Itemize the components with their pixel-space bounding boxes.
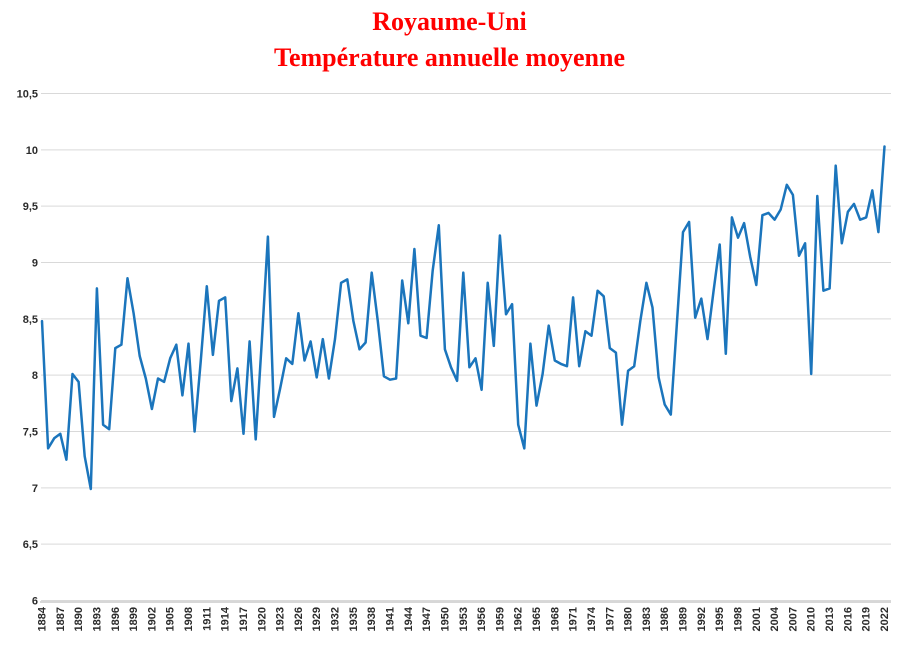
x-axis-tick-label: 1998 bbox=[732, 607, 744, 631]
x-axis-tick-label: 1929 bbox=[311, 607, 323, 631]
x-axis-tick-label: 1977 bbox=[604, 607, 616, 631]
y-axis-tick-label: 7 bbox=[32, 483, 38, 495]
x-axis-tick-label: 1959 bbox=[494, 607, 506, 631]
x-axis-tick-label: 1911 bbox=[201, 607, 213, 631]
x-axis-tick-label: 1965 bbox=[531, 607, 543, 631]
x-axis-tick-label: 1908 bbox=[183, 607, 195, 631]
x-axis-tick-label: 1896 bbox=[110, 607, 122, 631]
chart-title: Royaume-Uni Température annuelle moyenne bbox=[0, 4, 899, 76]
x-axis-tick-label: 1968 bbox=[549, 607, 561, 631]
chart-title-line1: Royaume-Uni bbox=[372, 7, 527, 36]
x-axis-tick-label: 1971 bbox=[568, 607, 580, 631]
x-axis-tick-label: 1923 bbox=[275, 607, 287, 631]
temperature-series-line bbox=[40, 145, 886, 491]
y-axis-tick-label: 6 bbox=[32, 596, 38, 608]
x-axis-tick-label: 1995 bbox=[714, 607, 726, 631]
chart-title-line2: Température annuelle moyenne bbox=[274, 43, 625, 72]
y-axis-tick-label: 9,5 bbox=[23, 201, 38, 213]
x-axis-tick-label: 2001 bbox=[751, 607, 763, 631]
y-axis-tick-label: 10 bbox=[26, 145, 38, 157]
x-axis-tick-label: 1962 bbox=[513, 607, 525, 631]
x-axis-tick-label: 1887 bbox=[55, 607, 67, 631]
y-axis-tick-label: 6,5 bbox=[23, 539, 38, 551]
x-axis-tick-label: 1986 bbox=[659, 607, 671, 631]
x-axis-tick-label: 2022 bbox=[879, 607, 891, 631]
x-axis-tick-label: 1983 bbox=[641, 607, 653, 631]
x-axis-tick-label: 1950 bbox=[439, 607, 451, 631]
x-axis-tick-label: 1884 bbox=[37, 606, 49, 631]
x-axis-tick-label: 1992 bbox=[696, 607, 708, 631]
x-axis-tick-label: 1944 bbox=[403, 606, 415, 631]
x-axis-tick-label: 2013 bbox=[824, 607, 836, 631]
x-axis-tick-label: 2010 bbox=[806, 607, 818, 631]
x-axis-tick-label: 1947 bbox=[421, 607, 433, 631]
x-axis-tick-label: 1905 bbox=[165, 607, 177, 631]
x-axis-tick-label: 2007 bbox=[787, 607, 799, 631]
x-axis-tick-label: 1920 bbox=[256, 607, 268, 631]
x-axis-tick-label: 1926 bbox=[293, 607, 305, 631]
y-axis-tick-label: 7,5 bbox=[23, 427, 38, 439]
x-axis-tick-label: 2019 bbox=[861, 607, 873, 631]
y-axis-tick-label: 8 bbox=[32, 370, 38, 382]
x-axis-tick-label: 1917 bbox=[238, 607, 250, 631]
x-axis-tick-label: 1902 bbox=[146, 607, 158, 631]
x-axis-tick-label: 2016 bbox=[842, 607, 854, 631]
x-axis-tick-label: 1980 bbox=[623, 607, 635, 631]
x-axis-tick-label: 1932 bbox=[330, 607, 342, 631]
x-axis-tick-label: 1938 bbox=[366, 607, 378, 631]
x-axis-tick-label: 1953 bbox=[458, 607, 470, 631]
x-axis-tick-label: 1890 bbox=[73, 607, 85, 631]
x-axis-tick-label: 1899 bbox=[128, 607, 140, 631]
x-axis-tick-label: 1941 bbox=[384, 607, 396, 631]
x-axis-tick-label: 1956 bbox=[476, 607, 488, 631]
y-axis-tick-label: 9 bbox=[32, 258, 38, 270]
x-axis-tick-label: 1893 bbox=[91, 607, 103, 631]
x-axis-tick-label: 2004 bbox=[769, 606, 781, 631]
x-axis-tick-label: 1989 bbox=[678, 607, 690, 631]
y-axis-tick-label: 8,5 bbox=[23, 314, 38, 326]
x-axis-tick-label: 1935 bbox=[348, 607, 360, 631]
y-axis-tick-label: 10,5 bbox=[17, 89, 38, 101]
x-axis-tick-label: 1914 bbox=[220, 606, 232, 631]
x-axis-tick-label: 1974 bbox=[586, 606, 598, 631]
